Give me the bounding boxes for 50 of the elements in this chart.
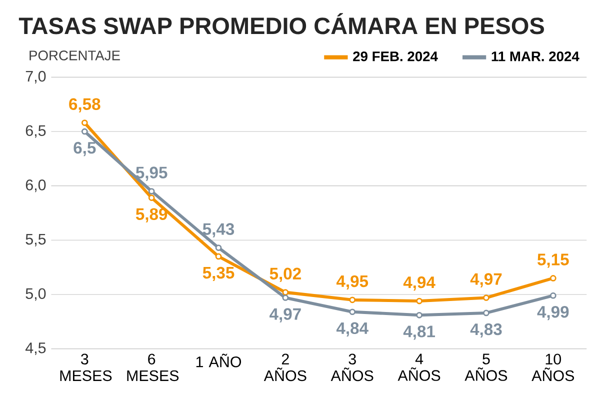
x-tick-label: 5 AÑOS	[464, 354, 508, 381]
point	[282, 294, 289, 301]
point	[215, 253, 222, 260]
data-label: 4,97	[270, 308, 301, 322]
data-label: 6,58	[69, 98, 100, 112]
data-label: 4,99	[537, 306, 569, 320]
point	[550, 275, 556, 282]
data-label: 5,15	[538, 254, 569, 268]
y-tick-label: 6,0	[26, 180, 46, 192]
point	[148, 194, 155, 201]
x-tick-label: 2 AÑOS	[264, 354, 306, 382]
point	[416, 298, 422, 304]
x-tick-label: 4 AÑOS	[398, 354, 440, 381]
point	[81, 128, 88, 135]
chart-title: TASAS SWAP PROMEDIO CÁMARA EN PESOS	[18, 13, 544, 34]
point	[416, 312, 422, 318]
data-label: 4,83	[470, 323, 502, 338]
y-tick-label: 5,0	[26, 288, 46, 301]
point	[148, 188, 155, 194]
x-tick-label: 6 MESES	[127, 354, 179, 382]
x-tick-label: 3 AÑOS	[330, 354, 374, 382]
point	[483, 294, 490, 301]
x-tick-label: 3 MESES	[60, 354, 112, 382]
y-tick-label: 7,0	[26, 70, 46, 84]
x-tick-label: 1 AÑO	[196, 354, 242, 368]
data-label: 5,35	[202, 266, 234, 282]
chart-subtitle: PORCENTAJE	[30, 50, 120, 60]
point	[550, 292, 556, 299]
data-label: 4,81	[403, 326, 435, 340]
y-tick-label: 4,5	[25, 342, 46, 356]
point	[215, 244, 222, 251]
y-tick-label: 5,5	[26, 234, 46, 246]
point	[81, 120, 88, 126]
data-label: 5,02	[270, 268, 301, 282]
x-tick-label: 10 AÑOS	[532, 354, 574, 382]
data-label: 6,5	[74, 142, 96, 156]
data-label: 4,94	[403, 276, 436, 291]
data-label: 4,84	[336, 322, 368, 336]
data-label: 5,95	[136, 166, 168, 181]
data-label: 5,43	[202, 223, 234, 238]
point	[349, 296, 356, 304]
data-label: 5,89	[136, 208, 168, 222]
data-label: 4,95	[336, 275, 368, 290]
y-tick-label: 6,5	[26, 125, 46, 138]
legend-label: 29 FEB. 2024	[353, 51, 438, 62]
point	[483, 310, 490, 316]
legend-label: 11 MAR. 2024	[492, 51, 580, 62]
data-label: 4,97	[470, 273, 502, 288]
point	[282, 289, 289, 296]
point	[349, 308, 356, 316]
